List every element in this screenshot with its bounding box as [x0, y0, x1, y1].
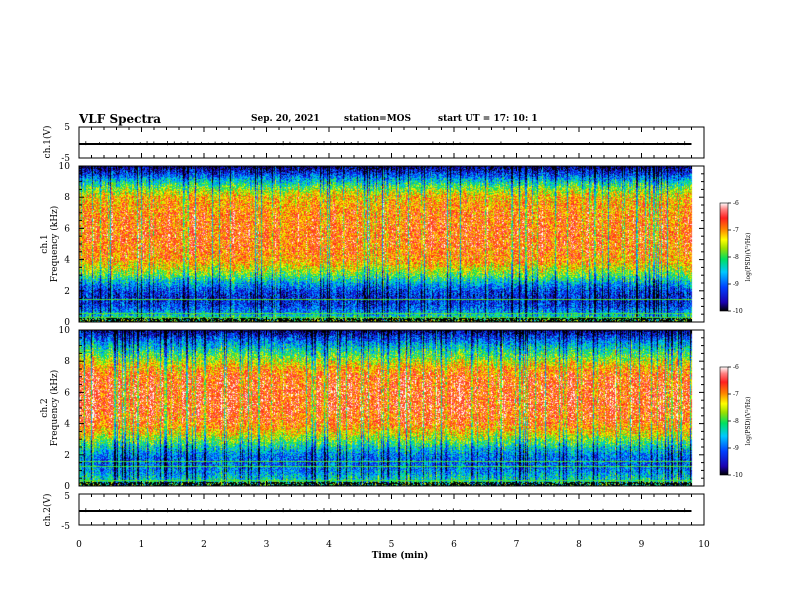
spectrogram-ch1-panel: 0 2 4 6 8 10 ch.1 Frequency (kHz) [40, 162, 705, 328]
waveform-ch1-xticks [78, 127, 705, 158]
colorbar-ch1-ticks: -6 -7 -8 -9 -10 [728, 200, 743, 315]
x-tick-label: 9 [639, 540, 645, 550]
x-axis-label: Time (min) [372, 550, 429, 561]
x-tick-label: 4 [326, 540, 332, 550]
x-tick-label: 3 [264, 540, 270, 550]
spectrogram-ch2-heatmap [79, 330, 704, 486]
spectrogram-ch2-panel: 0 2 4 6 8 10 ch.2 Frequency (kHz) [40, 326, 705, 492]
colorbar-ch2: -6 -7 -8 -9 -10 log(PSD)(V²/Hz) [719, 364, 752, 479]
colorbar-tick-label: -6 [733, 364, 739, 371]
x-tick-label: 1 [139, 540, 145, 550]
spectrogram-ytick-label: 6 [64, 224, 70, 234]
waveform-ch2-ytick-neg5: -5 [61, 522, 70, 532]
waveform-ch2-xticks [78, 494, 705, 525]
colorbar-ch2-ticks: -6 -7 -8 -9 -10 [728, 364, 743, 479]
waveform-ch1-ylabel: ch.1(V) [42, 126, 53, 159]
spectrogram-ytick-label: 8 [64, 193, 70, 203]
start-time-label: start UT = 17: 10: 1 [438, 114, 538, 124]
waveform-ch1-ytick-neg5: -5 [61, 154, 70, 164]
colorbar-tick-label: -8 [733, 418, 739, 425]
x-tick-label: 10 [698, 540, 710, 550]
x-axis-tick-labels: 0 1 2 3 4 5 6 7 8 9 10 [76, 540, 710, 550]
spectrogram-ch1-ylabel-frequency: Frequency (kHz) [49, 206, 60, 283]
spectrogram-ytick-label: 2 [64, 287, 70, 297]
spectrogram-ytick-label: 4 [64, 256, 70, 266]
spectrogram-ch2-ticks: 0 2 4 6 8 10 [59, 326, 705, 492]
x-tick-label: 2 [201, 540, 207, 550]
spectrogram-ch1-ylabel-channel: ch.1 [40, 234, 50, 253]
colorbar-tick-label: -6 [733, 200, 739, 207]
x-tick-label: 6 [451, 540, 457, 550]
colorbar-tick-label: -10 [733, 472, 743, 479]
colorbar-tick-label: -9 [733, 445, 739, 452]
spectrogram-ytick-label: 2 [64, 451, 70, 461]
spectrogram-ytick-label: 4 [64, 420, 70, 430]
colorbar-ch1: -6 -7 -8 -9 -10 log(PSD)(V²/Hz) [719, 200, 752, 315]
colorbar-ch1-gradient [719, 202, 729, 312]
spectrogram-ch1-heatmap [79, 166, 704, 322]
waveform-ch1-ytick-5: 5 [64, 123, 70, 133]
colorbar-tick-label: -8 [733, 254, 739, 261]
spectrogram-ytick-label: 10 [59, 162, 71, 172]
waveform-ch2-panel: 5 -5 ch.2(V) 0 1 2 3 4 5 6 7 8 9 10 Time (min) [42, 492, 710, 561]
x-tick-label: 0 [76, 540, 82, 550]
colorbar-tick-label: -7 [733, 391, 739, 398]
date-label: Sep. 20, 2021 [251, 114, 320, 124]
x-tick-label: 7 [514, 540, 520, 550]
colorbar-ch1-label: log(PSD)(V²/Hz) [745, 233, 752, 282]
waveform-ch2-ytick-5: 5 [64, 492, 70, 502]
colorbar-tick-label: -10 [733, 308, 743, 315]
waveform-ch1-panel: 5 -5 ch.1(V) [42, 123, 705, 164]
colorbar-tick-label: -9 [733, 281, 739, 288]
colorbar-ch2-gradient [719, 366, 729, 476]
spectrogram-ch1-ticks: 0 2 4 6 8 10 [59, 162, 705, 328]
chart-title: VLF Spectra [79, 112, 162, 126]
spectrogram-ytick-label: 0 [64, 318, 70, 328]
colorbar-ch2-label: log(PSD)(V²/Hz) [745, 397, 752, 446]
spectrogram-ytick-label: 8 [64, 357, 70, 367]
spectrogram-ch2-ylabel-channel: ch.2 [40, 398, 50, 417]
x-tick-label: 8 [576, 540, 582, 550]
spectrogram-ytick-label: 6 [64, 388, 70, 398]
spectrogram-ytick-label: 0 [64, 482, 70, 492]
spectrogram-ch2-ylabel-frequency: Frequency (kHz) [49, 370, 60, 447]
waveform-ch2-ylabel: ch.2(V) [42, 494, 53, 527]
spectrogram-ytick-label: 10 [59, 326, 71, 336]
x-tick-label: 5 [389, 540, 395, 550]
colorbar-tick-label: -7 [733, 227, 739, 234]
station-label: station=MOS [344, 114, 412, 124]
